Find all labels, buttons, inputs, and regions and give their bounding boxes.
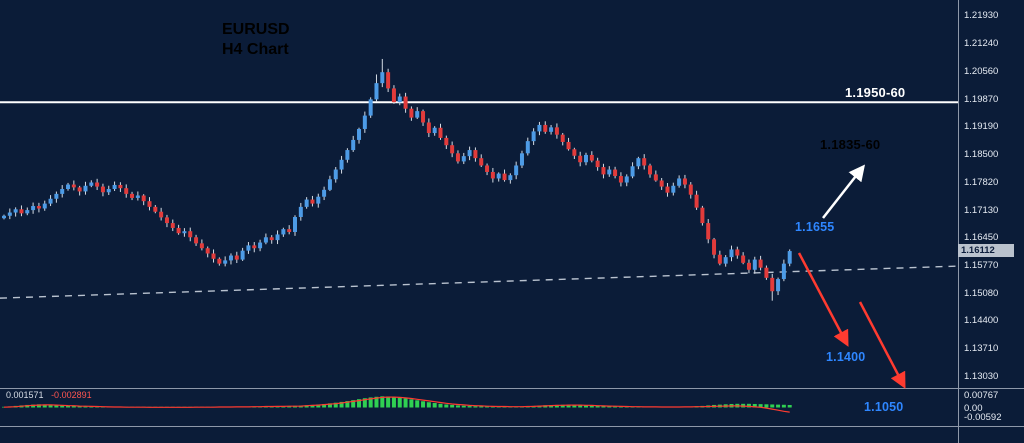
indicator-signal-line bbox=[3, 396, 790, 413]
trendline-dashed bbox=[0, 265, 959, 299]
price-scale-label: 1.14400 bbox=[964, 315, 999, 327]
price-scale-label: 1.15770 bbox=[964, 259, 999, 271]
indicator-scale-label: 0.00 bbox=[964, 402, 983, 414]
downside-target-2-label: 1.1050 bbox=[864, 400, 904, 414]
pivot-level-label: 1.1655 bbox=[795, 220, 835, 234]
price-scale-label: 1.13030 bbox=[964, 371, 999, 382]
chart-title: EURUSD H4 Chart bbox=[222, 20, 290, 60]
downside-target-1-label: 1.1400 bbox=[826, 350, 866, 364]
indicator-readout-main: 0.001571 bbox=[6, 390, 44, 400]
price-scale-label: 1.17820 bbox=[964, 176, 999, 188]
indicator-readout-signal: -0.002891 bbox=[51, 390, 92, 400]
price-scale-label: 1.21240 bbox=[964, 37, 999, 49]
price-scale[interactable]: 1.16112 1.21930 1.21240 1.20560 1.19870 1.19… bbox=[958, 0, 1024, 443]
indicator-panel-bottom-divider bbox=[0, 426, 1024, 427]
indicator-readout: 0.001571 -0.002891 bbox=[6, 390, 92, 400]
indicator-panel-top-divider[interactable] bbox=[0, 388, 1024, 389]
price-scale-label: 1.16450 bbox=[964, 232, 999, 244]
indicator-scale-label: 0.00767 bbox=[964, 390, 999, 402]
price-scale-label: 1.19870 bbox=[964, 93, 999, 105]
indicator-histogram bbox=[2, 396, 792, 408]
indicator-scale-label: -0.00592 bbox=[964, 411, 1002, 423]
price-scale-label: 1.15080 bbox=[964, 287, 999, 299]
price-scale-label: 1.13710 bbox=[964, 343, 999, 355]
price-scale-divider bbox=[958, 0, 959, 443]
resistance-zone-label: 1.1950-60 bbox=[845, 85, 906, 100]
price-scale-label: 1.21930 bbox=[964, 10, 999, 21]
chart-title-symbol: EURUSD bbox=[222, 21, 290, 38]
price-scale-label: 1.19190 bbox=[964, 121, 999, 133]
price-scale-label: 1.18500 bbox=[964, 149, 999, 161]
upside-target-label: 1.1835-60 bbox=[820, 137, 881, 152]
current-price-tag: 1.16112 bbox=[958, 243, 1014, 257]
candles-layer bbox=[2, 58, 792, 301]
chart-title-timeframe: H4 Chart bbox=[222, 41, 289, 58]
price-scale-label: 1.20560 bbox=[964, 65, 999, 77]
price-scale-label: 1.17130 bbox=[964, 204, 999, 216]
